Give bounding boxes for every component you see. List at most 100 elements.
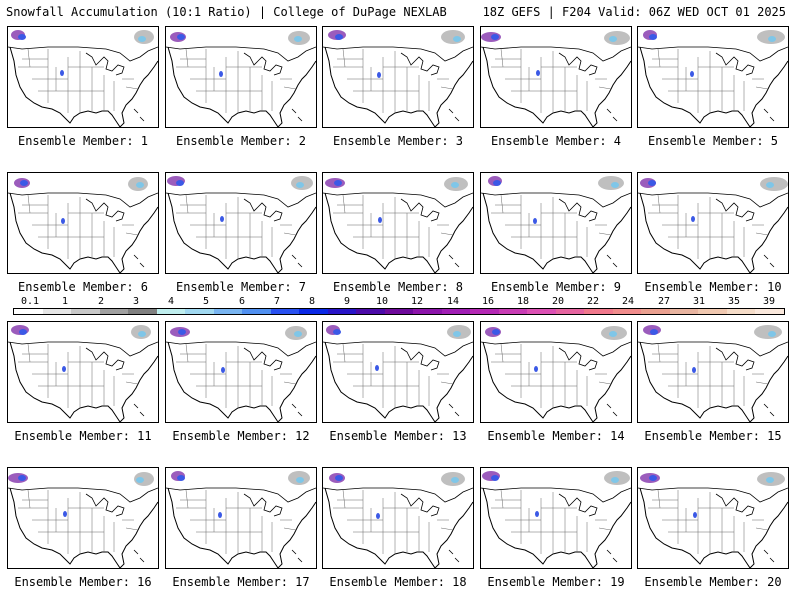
colorbar-swatch: [441, 309, 471, 314]
conus-basemap: [166, 176, 316, 273]
colorbar-tick-label: 31: [692, 296, 706, 307]
ensemble-member-map-17: [165, 467, 317, 569]
ensemble-member-map-15: [637, 321, 789, 423]
ensemble-member-label: Ensemble Member: 20: [644, 575, 782, 589]
conus-basemap: [8, 177, 158, 273]
colorbar-swatch: [698, 309, 727, 314]
snowfall-colorbar: 0.1 1 2 3 4 5 6 7 8 9 10 12 14 16 18 20 22 24 27 31 35 39: [13, 296, 785, 316]
conus-basemap: [8, 472, 158, 568]
colorbar-swatch: [327, 309, 357, 314]
ensemble-member-label: Ensemble Member: 15: [644, 429, 782, 443]
colorbar-tick-label: 10: [375, 296, 389, 307]
conus-basemap: [166, 31, 316, 127]
conus-basemap: [481, 326, 631, 422]
colorbar-swatch: [498, 309, 528, 314]
colorbar-tick-label: 3: [132, 296, 140, 307]
colorbar-swatch: [242, 309, 271, 314]
ensemble-member-map-20: [637, 467, 789, 569]
colorbar-tick-label: 14: [446, 296, 460, 307]
ensemble-member-label: Ensemble Member: 14: [487, 429, 625, 443]
conus-basemap: [8, 30, 158, 127]
ensemble-member-label: Ensemble Member: 8: [332, 280, 464, 294]
colorbar-swatch: [128, 309, 157, 314]
run-valid-time: 18Z GEFS | F204 Valid: 06Z WED OCT 01 20…: [482, 5, 786, 19]
colorbar-tick-label: 39: [762, 296, 776, 307]
conus-basemap: [323, 30, 473, 127]
colorbar-swatch: [669, 309, 699, 314]
colorbar-tick-label: 1: [61, 296, 69, 307]
colorbar-swatch: [641, 309, 670, 314]
conus-basemap: [481, 471, 631, 568]
colorbar-tick-label: 12: [410, 296, 424, 307]
conus-basemap: [638, 177, 788, 273]
conus-basemap: [323, 325, 473, 422]
conus-basemap: [638, 325, 788, 422]
colorbar-tick-label: 27: [657, 296, 671, 307]
colorbar-swatch: [612, 309, 642, 314]
ensemble-member-label: Ensemble Member: 1: [17, 134, 149, 148]
ensemble-member-label: Ensemble Member: 4: [490, 134, 622, 148]
colorbar-swatch: [413, 309, 442, 314]
colorbar-tick-label: 20: [551, 296, 565, 307]
colorbar-tick-label: 9: [343, 296, 351, 307]
conus-basemap: [166, 471, 316, 568]
ensemble-member-label: Ensemble Member: 18: [329, 575, 467, 589]
ensemble-member-label: Ensemble Member: 5: [647, 134, 779, 148]
ensemble-member-label: Ensemble Member: 12: [172, 429, 310, 443]
conus-basemap: [638, 30, 788, 127]
ensemble-member-label: Ensemble Member: 9: [490, 280, 622, 294]
colorbar-swatch: [99, 309, 129, 314]
colorbar-tick-label: 22: [586, 296, 600, 307]
ensemble-member-map-1: [7, 26, 159, 128]
colorbar-swatch: [356, 309, 385, 314]
conus-basemap: [323, 472, 473, 568]
colorbar-tick-label: 0.1: [20, 296, 40, 307]
ensemble-member-map-4: [480, 26, 632, 128]
colorbar-swatch: [14, 309, 43, 314]
colorbar-swatch: [527, 309, 556, 314]
ensemble-member-label: Ensemble Member: 19: [487, 575, 625, 589]
ensemble-member-map-14: [480, 321, 632, 423]
colorbar-tick-label: 2: [97, 296, 105, 307]
conus-basemap: [638, 472, 788, 568]
conus-basemap: [481, 176, 631, 273]
ensemble-member-map-9: [480, 172, 632, 274]
colorbar-tick-label: 8: [308, 296, 316, 307]
colorbar-tick-label: 5: [202, 296, 210, 307]
colorbar-tick-label: 4: [167, 296, 175, 307]
colorbar-swatches: [13, 308, 785, 315]
ensemble-member-label: Ensemble Member: 2: [175, 134, 307, 148]
colorbar-swatch: [555, 309, 585, 314]
colorbar-swatch: [299, 309, 328, 314]
colorbar-swatch: [726, 309, 756, 314]
ensemble-member-map-16: [7, 467, 159, 569]
conus-basemap: [323, 177, 473, 273]
colorbar-swatch: [270, 309, 300, 314]
ensemble-member-label: Ensemble Member: 6: [17, 280, 149, 294]
colorbar-swatch: [156, 309, 186, 314]
ensemble-member-label: Ensemble Member: 11: [14, 429, 152, 443]
ensemble-member-map-5: [637, 26, 789, 128]
chart-title: Snowfall Accumulation (10:1 Ratio) | Col…: [6, 5, 447, 19]
ensemble-member-map-3: [322, 26, 474, 128]
colorbar-tick-label: 18: [516, 296, 530, 307]
ensemble-member-map-12: [165, 321, 317, 423]
ensemble-member-map-7: [165, 172, 317, 274]
ensemble-member-label: Ensemble Member: 10: [644, 280, 782, 294]
ensemble-member-map-11: [7, 321, 159, 423]
conus-basemap: [481, 31, 631, 127]
ensemble-member-map-2: [165, 26, 317, 128]
colorbar-swatch: [185, 309, 214, 314]
colorbar-swatch: [213, 309, 243, 314]
ensemble-member-map-10: [637, 172, 789, 274]
colorbar-tick-label: 16: [481, 296, 495, 307]
conus-basemap: [166, 326, 316, 422]
colorbar-tick-label: 24: [621, 296, 635, 307]
colorbar-swatch: [384, 309, 414, 314]
ensemble-member-map-13: [322, 321, 474, 423]
ensemble-member-map-6: [7, 172, 159, 274]
colorbar-swatch: [755, 309, 784, 314]
ensemble-member-label: Ensemble Member: 7: [175, 280, 307, 294]
colorbar-swatch: [71, 309, 100, 314]
colorbar-tick-label: 7: [273, 296, 281, 307]
